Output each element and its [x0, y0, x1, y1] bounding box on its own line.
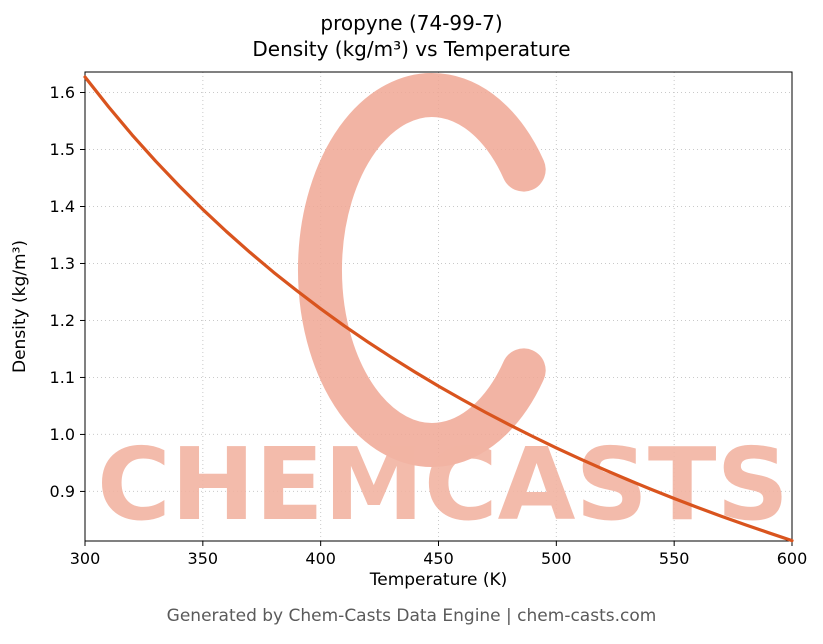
- y-tick-label: 1.0: [50, 425, 75, 444]
- chart-title: propyne (74-99-7) Density (kg/m³) vs Tem…: [0, 10, 823, 62]
- y-tick-label: 1.4: [50, 197, 75, 216]
- x-axis-label: Temperature (K): [369, 570, 508, 590]
- footer-credit: Generated by Chem-Casts Data Engine | ch…: [166, 606, 657, 626]
- chart-title-line1: propyne (74-99-7): [320, 11, 503, 35]
- y-tick-label: 1.3: [50, 254, 75, 273]
- watermark-text: CHEMCASTS: [97, 426, 789, 543]
- density-curve: [83, 75, 794, 543]
- x-tick-label: 600: [777, 549, 808, 568]
- x-tick-label: 400: [305, 549, 336, 568]
- y-axis-label: Density (kg/m³): [10, 239, 30, 374]
- y-tick-label: 1.1: [50, 368, 75, 387]
- y-tick-label: 1.5: [50, 140, 75, 159]
- x-tick-label: 500: [541, 549, 572, 568]
- x-tick-label: 300: [70, 549, 101, 568]
- x-tick-label: 450: [423, 549, 454, 568]
- watermark-logo-c-icon: [298, 73, 546, 467]
- y-tick-label: 1.2: [50, 311, 75, 330]
- x-tick-label: 550: [659, 549, 690, 568]
- chart-title-line2: Density (kg/m³) vs Temperature: [252, 37, 571, 61]
- y-tick-label: 1.6: [50, 83, 75, 102]
- x-tick-label: 350: [188, 549, 219, 568]
- y-tick-label: 0.9: [50, 482, 75, 501]
